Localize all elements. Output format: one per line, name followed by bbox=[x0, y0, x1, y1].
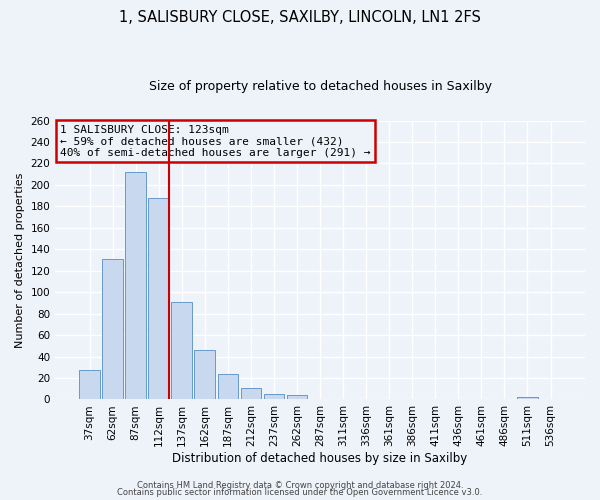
Y-axis label: Number of detached properties: Number of detached properties bbox=[15, 172, 25, 348]
X-axis label: Distribution of detached houses by size in Saxilby: Distribution of detached houses by size … bbox=[172, 452, 468, 465]
Bar bbox=[517, 398, 538, 400]
Text: Contains public sector information licensed under the Open Government Licence v3: Contains public sector information licen… bbox=[118, 488, 482, 497]
Bar bbox=[287, 395, 307, 400]
Bar bbox=[102, 259, 123, 400]
Bar bbox=[125, 172, 146, 400]
Text: 1, SALISBURY CLOSE, SAXILBY, LINCOLN, LN1 2FS: 1, SALISBURY CLOSE, SAXILBY, LINCOLN, LN… bbox=[119, 10, 481, 25]
Bar bbox=[79, 370, 100, 400]
Bar bbox=[194, 350, 215, 400]
Bar bbox=[241, 388, 262, 400]
Text: 1 SALISBURY CLOSE: 123sqm
← 59% of detached houses are smaller (432)
40% of semi: 1 SALISBURY CLOSE: 123sqm ← 59% of detac… bbox=[61, 124, 371, 158]
Bar bbox=[148, 198, 169, 400]
Title: Size of property relative to detached houses in Saxilby: Size of property relative to detached ho… bbox=[149, 80, 491, 93]
Bar bbox=[172, 302, 192, 400]
Bar bbox=[218, 374, 238, 400]
Text: Contains HM Land Registry data © Crown copyright and database right 2024.: Contains HM Land Registry data © Crown c… bbox=[137, 480, 463, 490]
Bar bbox=[263, 394, 284, 400]
